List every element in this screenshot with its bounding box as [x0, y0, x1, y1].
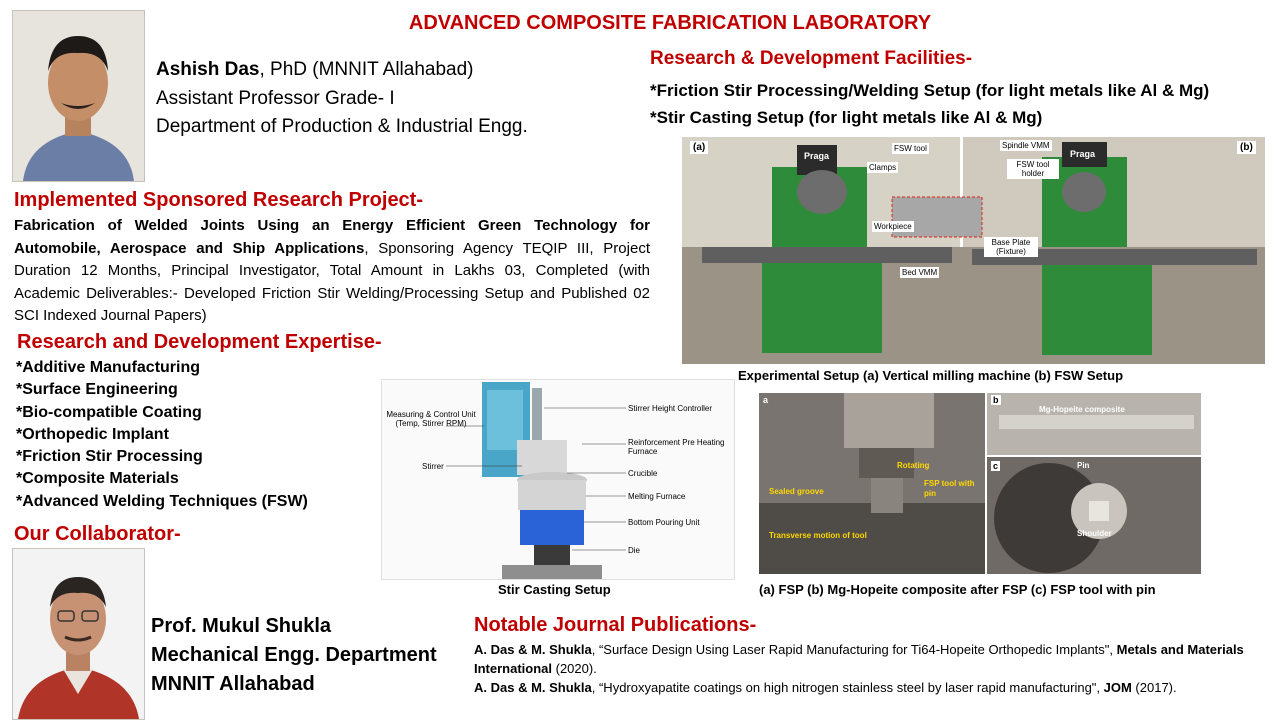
facilities-heading: Research & Development Facilities- [650, 48, 973, 69]
stir-label-stirrer: Stirrer [422, 462, 444, 471]
fsp-label-composite: Mg-Hopeite composite [1039, 405, 1125, 414]
expertise-item: *Composite Materials [16, 470, 179, 488]
profile-name-line: Ashish Das, PhD (MNNIT Allahabad) [156, 56, 528, 85]
fsp-label-rotating: Rotating [897, 461, 930, 470]
fsw-brand-left: Praga [804, 151, 830, 161]
fsp-label-b: b [991, 395, 1001, 405]
collaborator-department: Mechanical Engg. Department [151, 644, 437, 666]
fsw-label-a: (a) [690, 141, 709, 154]
expertise-item: *Surface Engineering [16, 381, 178, 399]
fsp-label-a: a [763, 395, 769, 405]
profile-name: Ashish Das [156, 59, 260, 80]
fsw-brand-right: Praga [1070, 149, 1096, 159]
fsw-label-workpiece: Workpiece [872, 221, 914, 232]
expertise-item: *Orthopedic Implant [16, 425, 169, 443]
fsw-label-holder: FSW tool holder [1007, 159, 1059, 179]
stir-label-height: Stirrer Height Controller [628, 404, 713, 413]
project-heading: Implemented Sponsored Research Project- [14, 189, 424, 211]
expertise-list: *Additive Manufacturing *Surface Enginee… [16, 357, 308, 513]
fsw-figure-caption: Experimental Setup (a) Vertical milling … [738, 368, 1124, 383]
expertise-heading: Research and Development Expertise- [17, 331, 382, 353]
fsw-label-bed: Bed VMM [900, 267, 940, 278]
facility-item: *Friction Stir Processing/Welding Setup … [650, 81, 1210, 100]
fsp-label-pin: Pin [1077, 461, 1090, 470]
page-title: ADVANCED COMPOSITE FABRICATION LABORATOR… [408, 12, 932, 34]
stir-casting-figure: Measuring & Control Unit (Temp, Stirrer … [381, 379, 735, 580]
fsp-label-tool: FSP tool with pin [924, 479, 975, 498]
stir-label-crucible: Crucible [628, 469, 658, 478]
publications-heading: Notable Journal Publications- [474, 614, 757, 636]
fsp-label-transverse: Transverse motion of tool [769, 531, 867, 540]
collaborator-institute: MNNIT Allahabad [151, 673, 315, 695]
project-details: , Sponsoring Agency TEQIP III, Project D… [14, 239, 650, 325]
project-description: Fabrication of Welded Joints Using an En… [14, 215, 650, 328]
fsw-label-tool: FSW tool [892, 143, 929, 154]
facility-item: *Stir Casting Setup (for light metals li… [650, 108, 1043, 127]
profile-department: Department of Production & Industrial En… [156, 116, 528, 137]
fsp-figure-caption: (a) FSP (b) Mg-Hopeite composite after F… [759, 582, 1156, 597]
profile-degree: , PhD (MNNIT Allahabad) [259, 59, 474, 80]
fsw-label-baseplate: Base Plate (Fixture) [984, 237, 1038, 257]
fsw-label-b: (b) [1237, 141, 1256, 154]
fsw-label-spindle: Spindle VMM [1000, 140, 1052, 151]
expertise-item: *Friction Stir Processing [16, 448, 203, 466]
stir-label-melting: Melting Furnace [628, 492, 686, 501]
stir-label-preheat: Reinforcement Pre Heating Furnace [628, 438, 725, 456]
fsp-label-c: c [991, 461, 1001, 471]
profile-photo [12, 10, 145, 182]
expertise-item: *Bio-compatible Coating [16, 403, 202, 421]
expertise-item: *Advanced Welding Techniques (FSW) [16, 492, 308, 510]
expertise-item: *Additive Manufacturing [16, 359, 201, 376]
stir-label-bottom: Bottom Pouring Unit [628, 518, 700, 527]
fsw-setup-figure: (a) (b) Praga Praga FSW tool Spindle VMM… [682, 137, 1265, 364]
project-title: Fabrication of Welded Joints Using an En… [14, 217, 650, 257]
collaborator-heading: Our Collaborator- [14, 523, 181, 545]
stir-label-measuring: Measuring & Control Unit (Temp, Stirrer … [386, 410, 476, 428]
profile-designation: Assistant Professor Grade- I [156, 87, 395, 109]
stir-figure-caption: Stir Casting Setup [498, 582, 611, 597]
publications-list: A. Das & M. Shukla, “Surface Design Usin… [474, 640, 1266, 697]
fsp-figure: a b c Mg-Hopeite composite Rotating Seal… [759, 393, 1201, 574]
publication-item: A. Das & M. Shukla, “Surface Design Usin… [474, 642, 1244, 676]
publication-item: A. Das & M. Shukla, “Hydroxyapatite coat… [474, 680, 1177, 695]
fsp-label-shoulder: Shoulder [1077, 529, 1112, 538]
collaborator-name: Prof. Mukul Shukla [151, 615, 332, 637]
stir-label-die: Die [628, 546, 641, 555]
fsw-label-clamps: Clamps [867, 162, 899, 173]
collaborator-photo [12, 548, 145, 720]
fsp-label-sealed: Sealed groove [769, 487, 824, 496]
